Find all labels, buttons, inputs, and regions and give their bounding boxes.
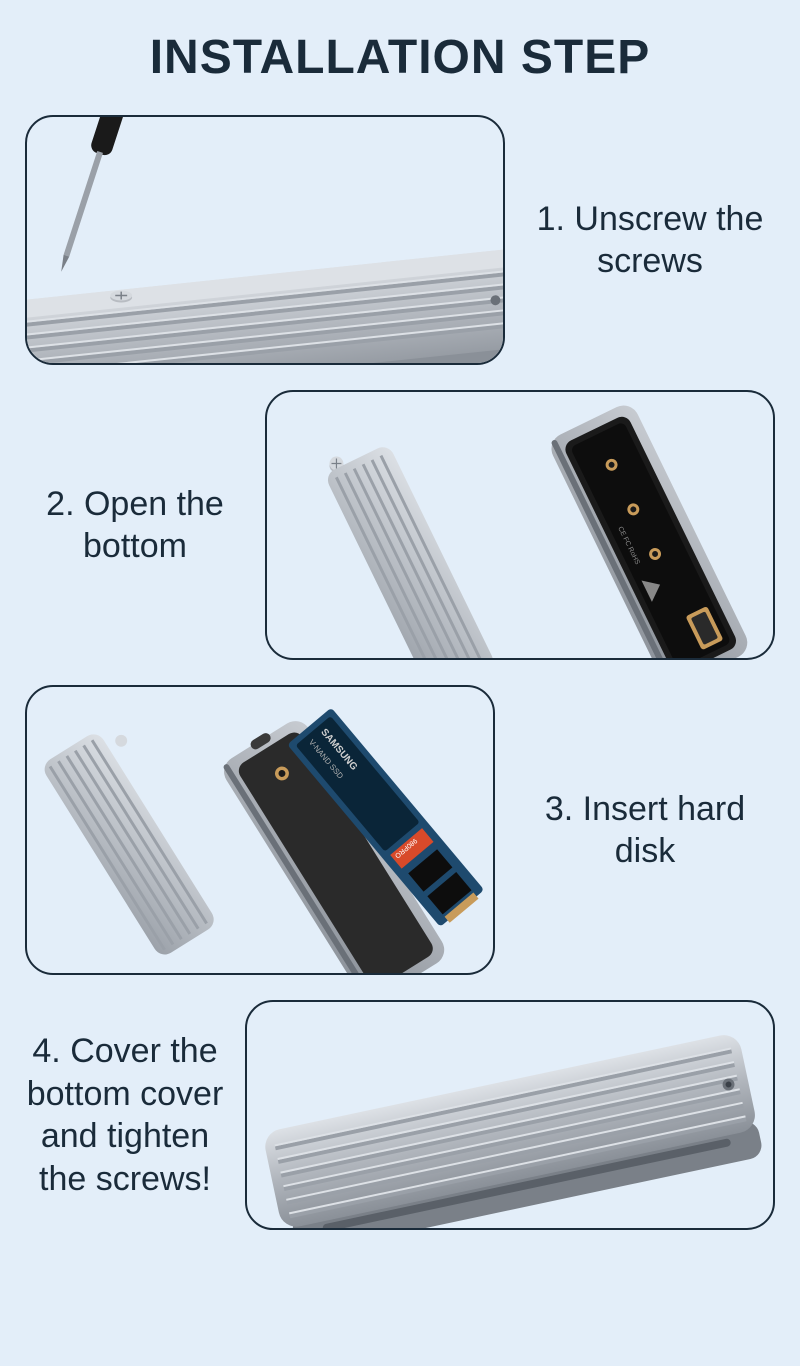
step-4-caption: 4. Cover the bottom cover and tighten th… [25, 1030, 225, 1200]
step-2: CE FC RoHS 2. Open the bottom [25, 390, 775, 660]
step-1-illustration [25, 115, 505, 365]
step-4: 4. Cover the bottom cover and tighten th… [25, 1000, 775, 1230]
step-3-caption: 3. Insert hard disk [515, 788, 775, 873]
step-4-illustration [245, 1000, 775, 1230]
step-1-caption: 1. Unscrew the screws [525, 198, 775, 283]
step-1: 1. Unscrew the screws [25, 115, 775, 365]
step-3: SAMSUNG V-NAND SSD 980PRO 3. Insert hard… [25, 685, 775, 975]
step-3-illustration: SAMSUNG V-NAND SSD 980PRO [25, 685, 495, 975]
page-title: INSTALLATION STEP [25, 30, 775, 85]
step-2-caption: 2. Open the bottom [25, 483, 245, 568]
step-2-illustration: CE FC RoHS [265, 390, 775, 660]
